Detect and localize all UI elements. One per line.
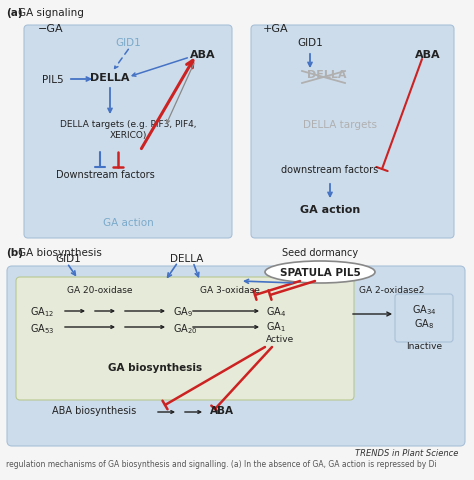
Text: ABA: ABA	[415, 50, 441, 60]
Text: GA biosynthesis: GA biosynthesis	[108, 362, 202, 372]
Text: GA$_{4}$: GA$_{4}$	[266, 304, 286, 318]
Text: GA$_{9}$: GA$_{9}$	[173, 304, 193, 318]
FancyBboxPatch shape	[251, 26, 454, 239]
Text: downstream factors: downstream factors	[282, 165, 379, 175]
Text: ABA biosynthesis: ABA biosynthesis	[52, 405, 136, 415]
Text: +GA: +GA	[263, 24, 289, 34]
Text: DELLA: DELLA	[170, 253, 203, 264]
Text: DELLA: DELLA	[307, 70, 346, 80]
Text: DELLA targets: DELLA targets	[303, 120, 377, 130]
Text: −GA: −GA	[38, 24, 64, 34]
Text: GA$_{8}$: GA$_{8}$	[414, 316, 434, 330]
Text: (b): (b)	[6, 248, 23, 257]
Text: GID1: GID1	[297, 38, 323, 48]
Text: GA action: GA action	[103, 217, 154, 228]
FancyBboxPatch shape	[16, 277, 354, 400]
Text: SPATULA PIL5: SPATULA PIL5	[280, 267, 360, 277]
Text: Active: Active	[266, 334, 294, 343]
Text: XERICO): XERICO)	[109, 131, 146, 140]
Text: DELLA targets (e.g. PIF3, PIF4,: DELLA targets (e.g. PIF3, PIF4,	[60, 120, 196, 129]
Text: PIL5: PIL5	[42, 75, 64, 85]
Text: GA action: GA action	[300, 204, 360, 215]
Text: Inactive: Inactive	[406, 341, 442, 350]
Text: GID1: GID1	[55, 253, 81, 264]
Text: GA$_{12}$: GA$_{12}$	[30, 304, 54, 318]
Text: ABA: ABA	[210, 405, 234, 415]
Text: GA 3-oxidase: GA 3-oxidase	[200, 286, 260, 294]
Text: GA$_{1}$: GA$_{1}$	[266, 319, 286, 333]
FancyBboxPatch shape	[24, 26, 232, 239]
FancyBboxPatch shape	[395, 294, 453, 342]
Text: GID1: GID1	[115, 38, 141, 48]
Text: GA$_{34}$: GA$_{34}$	[412, 302, 437, 316]
Text: GA signaling: GA signaling	[18, 8, 84, 18]
Text: TRENDS in Plant Science: TRENDS in Plant Science	[355, 448, 458, 457]
Text: Downstream factors: Downstream factors	[55, 169, 155, 180]
Text: (a): (a)	[6, 8, 23, 18]
Text: DELLA: DELLA	[90, 73, 130, 83]
Text: GA$_{20}$: GA$_{20}$	[173, 321, 198, 335]
Ellipse shape	[265, 262, 375, 283]
Text: GA$_{53}$: GA$_{53}$	[30, 321, 55, 335]
FancyBboxPatch shape	[7, 266, 465, 446]
Text: GA 2-oxidase2: GA 2-oxidase2	[359, 286, 425, 294]
Text: ABA: ABA	[190, 50, 216, 60]
Text: regulation mechanisms of GA biosynthesis and signalling. (a) In the absence of G: regulation mechanisms of GA biosynthesis…	[6, 459, 437, 468]
Text: GA 20-oxidase: GA 20-oxidase	[67, 286, 133, 294]
Text: Seed dormancy: Seed dormancy	[282, 248, 358, 257]
Text: GA biosynthesis: GA biosynthesis	[18, 248, 102, 257]
